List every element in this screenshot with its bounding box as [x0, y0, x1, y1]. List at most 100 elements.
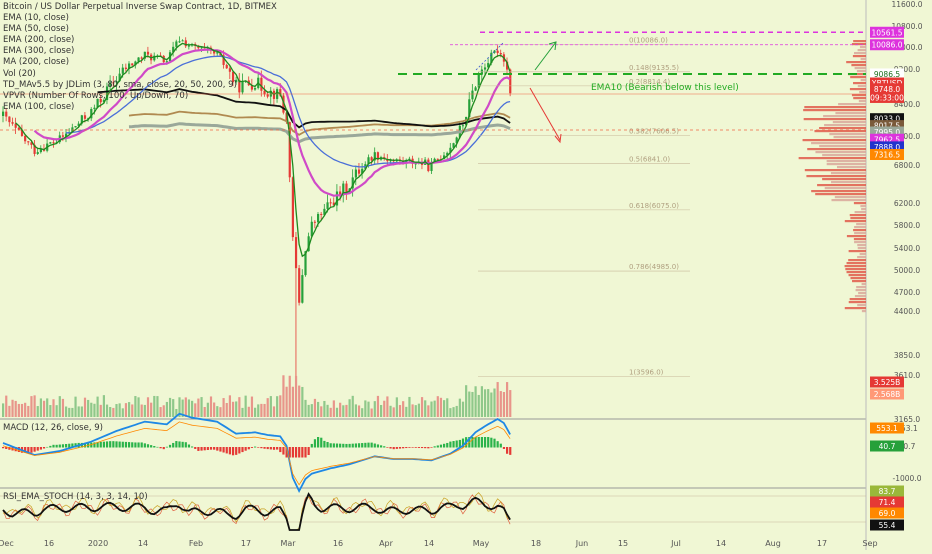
volume-bar — [137, 397, 140, 417]
volume-bar — [206, 402, 209, 417]
price-tick: 4400.0 — [894, 307, 920, 316]
rsi-value-label: 71.4 — [879, 498, 896, 507]
macd-histogram-bar — [317, 437, 320, 448]
vpvr-bar — [859, 46, 866, 49]
volume-bar — [266, 398, 269, 417]
volume-bar — [342, 405, 345, 417]
macd-histogram-bar — [458, 439, 461, 448]
legend-td-ma[interactable]: TD_MAv5.5 by JDLim (3, 80, sma, close, 2… — [3, 79, 237, 90]
candle-body — [184, 40, 187, 47]
fib-retracement: 0(10086.0) 0.148(9135.5) 0.2(8814.4) 0.382(… — [478, 37, 690, 377]
vpvr-bar — [856, 70, 866, 73]
macd-histogram-bar — [329, 443, 332, 448]
vpvr-bar — [857, 49, 866, 52]
vpvr-bar — [804, 169, 866, 172]
volume-bar — [376, 395, 380, 417]
vpvr-bar — [861, 310, 866, 313]
macd-histogram-bar — [228, 447, 231, 455]
legend-vol[interactable]: Vol (20) — [3, 68, 36, 79]
macd-histogram-bar — [433, 446, 436, 448]
volume-bar — [291, 386, 294, 417]
macd-histogram-bar — [446, 442, 449, 448]
candle-body — [490, 52, 493, 64]
legend-ma200[interactable]: MA (200, close) — [3, 57, 70, 68]
legend-ema50[interactable]: EMA (50, close) — [3, 24, 69, 35]
bullish-arrow-head — [548, 41, 557, 51]
vpvr-bar — [835, 112, 866, 115]
macd-histogram-bar — [24, 447, 27, 453]
rsi-value-label-bg — [870, 507, 904, 519]
macd-histogram-bar — [367, 442, 370, 448]
time-tick: May — [473, 539, 490, 548]
volume-bar — [65, 406, 68, 417]
macd-histogram-bar — [414, 447, 417, 448]
volume-bar — [367, 401, 370, 417]
macd-histogram-bar — [203, 447, 206, 451]
volume-bar — [449, 408, 452, 417]
volume-bar — [96, 396, 99, 417]
legend-vpvr[interactable]: VPVR (Number Of Rows, 100, Up/Down, 70) — [3, 90, 189, 101]
macd-pane-label[interactable]: MACD (12, 26, close, 9) — [3, 423, 103, 433]
volume-bar — [364, 400, 367, 417]
volume-bar — [162, 405, 165, 417]
macd-histogram-bar — [288, 447, 291, 458]
candle-body — [307, 236, 310, 252]
volume-bar — [386, 396, 389, 417]
vpvr-bar — [848, 301, 866, 304]
macd-histogram-bar — [93, 442, 96, 448]
vpvr-bar — [855, 289, 866, 292]
candle-body — [146, 51, 150, 55]
macd-histogram-bar — [175, 441, 178, 448]
volume-bar — [46, 398, 49, 417]
vpvr-bar — [819, 127, 866, 130]
candle-body — [102, 100, 105, 103]
volume-bar — [254, 407, 257, 417]
macd-histogram-bar — [219, 447, 222, 452]
fib-label: 0.148(9135.5) — [629, 64, 679, 72]
macd-histogram-bar — [71, 443, 74, 448]
macd-histogram-bar — [244, 447, 247, 451]
volume-label: 3.525B — [874, 378, 901, 387]
volume-bar — [487, 389, 490, 417]
macd-tick: -1000.0 — [893, 474, 922, 483]
volume-bar — [276, 396, 279, 417]
legend-ema200[interactable]: EMA (200, close) — [3, 35, 75, 46]
volume-bar — [225, 402, 228, 417]
legend-ema100[interactable]: EMA (100, close) — [3, 101, 75, 112]
candle-body — [172, 46, 175, 53]
candle-body — [112, 82, 115, 84]
macd-histogram-bar — [27, 447, 30, 453]
candle-body — [99, 98, 102, 103]
price-label: 7316.5 — [874, 150, 900, 159]
vpvr-bar — [858, 292, 866, 295]
macd-histogram-bar — [294, 447, 298, 458]
macd-histogram-bar — [298, 447, 301, 458]
volume-bar — [490, 392, 493, 417]
volume-bar — [480, 386, 483, 417]
volume-bar — [165, 401, 168, 417]
vpvr-bar — [850, 76, 866, 79]
price-label-bg — [870, 68, 904, 80]
time-tick: Sep — [862, 539, 877, 548]
price-tick: 5000.0 — [894, 266, 920, 275]
legend-ema300[interactable]: EMA (300, close) — [3, 46, 75, 57]
macd-histogram-bar — [121, 441, 124, 448]
price-tick: 6800.0 — [894, 161, 920, 170]
vpvr-bar — [853, 229, 866, 232]
vpvr-bar — [860, 58, 866, 61]
price-tick: 6200.0 — [894, 199, 920, 208]
price-tick: 3165.0 — [894, 415, 920, 424]
legend-ema10[interactable]: EMA (10, close) — [3, 13, 69, 24]
rsi-pane-label[interactable]: RSI_EMA_STOCH (14, 3, 3, 14, 10) — [3, 492, 148, 502]
volume-bar — [90, 402, 93, 417]
macd-histogram-bar — [99, 441, 102, 448]
macd-histogram-bar — [128, 442, 131, 448]
vpvr-bar — [831, 181, 866, 184]
volume-bar — [168, 397, 172, 417]
time-tick: 2020 — [88, 539, 108, 548]
candle-body — [477, 74, 480, 88]
vpvr-bar — [860, 79, 866, 82]
macd-histogram-bar — [326, 442, 329, 448]
macd-histogram-bar — [137, 442, 140, 448]
